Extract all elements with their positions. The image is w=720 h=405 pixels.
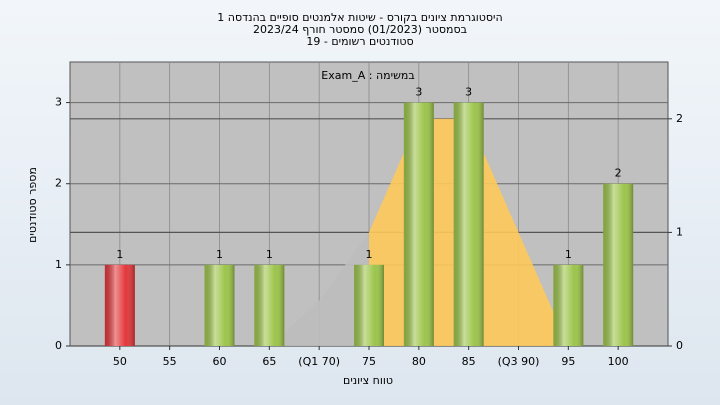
y-tick-label: 1: [55, 258, 62, 271]
bar-shine: [553, 264, 584, 346]
bar-shine: [453, 102, 484, 346]
x-tick-label: 75: [362, 355, 376, 368]
x-tick-label: 65: [262, 355, 276, 368]
bar-shine: [403, 102, 434, 346]
x-tick-label: 60: [213, 355, 227, 368]
chart-subtitle: בסמסטר (01/2023) סמסטר חורף 2023/24: [253, 23, 467, 36]
x-tick-label: 80: [412, 355, 426, 368]
value-label: 1: [565, 248, 572, 261]
y-tick-label: 0: [55, 339, 62, 352]
x-tick-label: 95: [561, 355, 575, 368]
x-axis-label: טווח ציונים: [343, 374, 393, 387]
x-tick-label: 55: [163, 355, 177, 368]
y-tick-label: 2: [55, 177, 62, 190]
value-label: 1: [216, 248, 223, 261]
bar-shine: [354, 264, 384, 346]
x-tick-label: (Q3 90): [498, 355, 540, 368]
x-tick-label: 85: [462, 355, 476, 368]
x-tick-label: (Q1 70): [298, 355, 340, 368]
bar-shine: [204, 264, 235, 346]
bar-shine: [254, 264, 285, 346]
value-label: 3: [415, 86, 422, 99]
y-tick-label: 3: [55, 96, 62, 109]
chart-title: היסטוגרמת ציונים בקורס - שיטות אלמנטים ס…: [217, 11, 502, 24]
chart-subtitle: סטודנטים רשומים - 19: [306, 35, 413, 48]
value-label: 1: [116, 248, 123, 261]
area: [269, 232, 369, 346]
value-label: 1: [366, 248, 373, 261]
bar-shine: [104, 264, 135, 346]
annotation: במשימה : Exam_A: [321, 69, 414, 82]
value-label: 2: [615, 167, 622, 180]
x-tick-label: 50: [113, 355, 127, 368]
y2-tick-label: 0: [676, 339, 683, 352]
y2-tick-label: 2: [676, 112, 683, 125]
y-axis-label: מספר סטודנטים: [26, 167, 39, 243]
x-tick-label: 100: [608, 355, 629, 368]
y2-tick-label: 1: [676, 225, 683, 238]
bar-shine: [603, 183, 634, 346]
value-label: 3: [465, 86, 472, 99]
value-label: 1: [266, 248, 273, 261]
